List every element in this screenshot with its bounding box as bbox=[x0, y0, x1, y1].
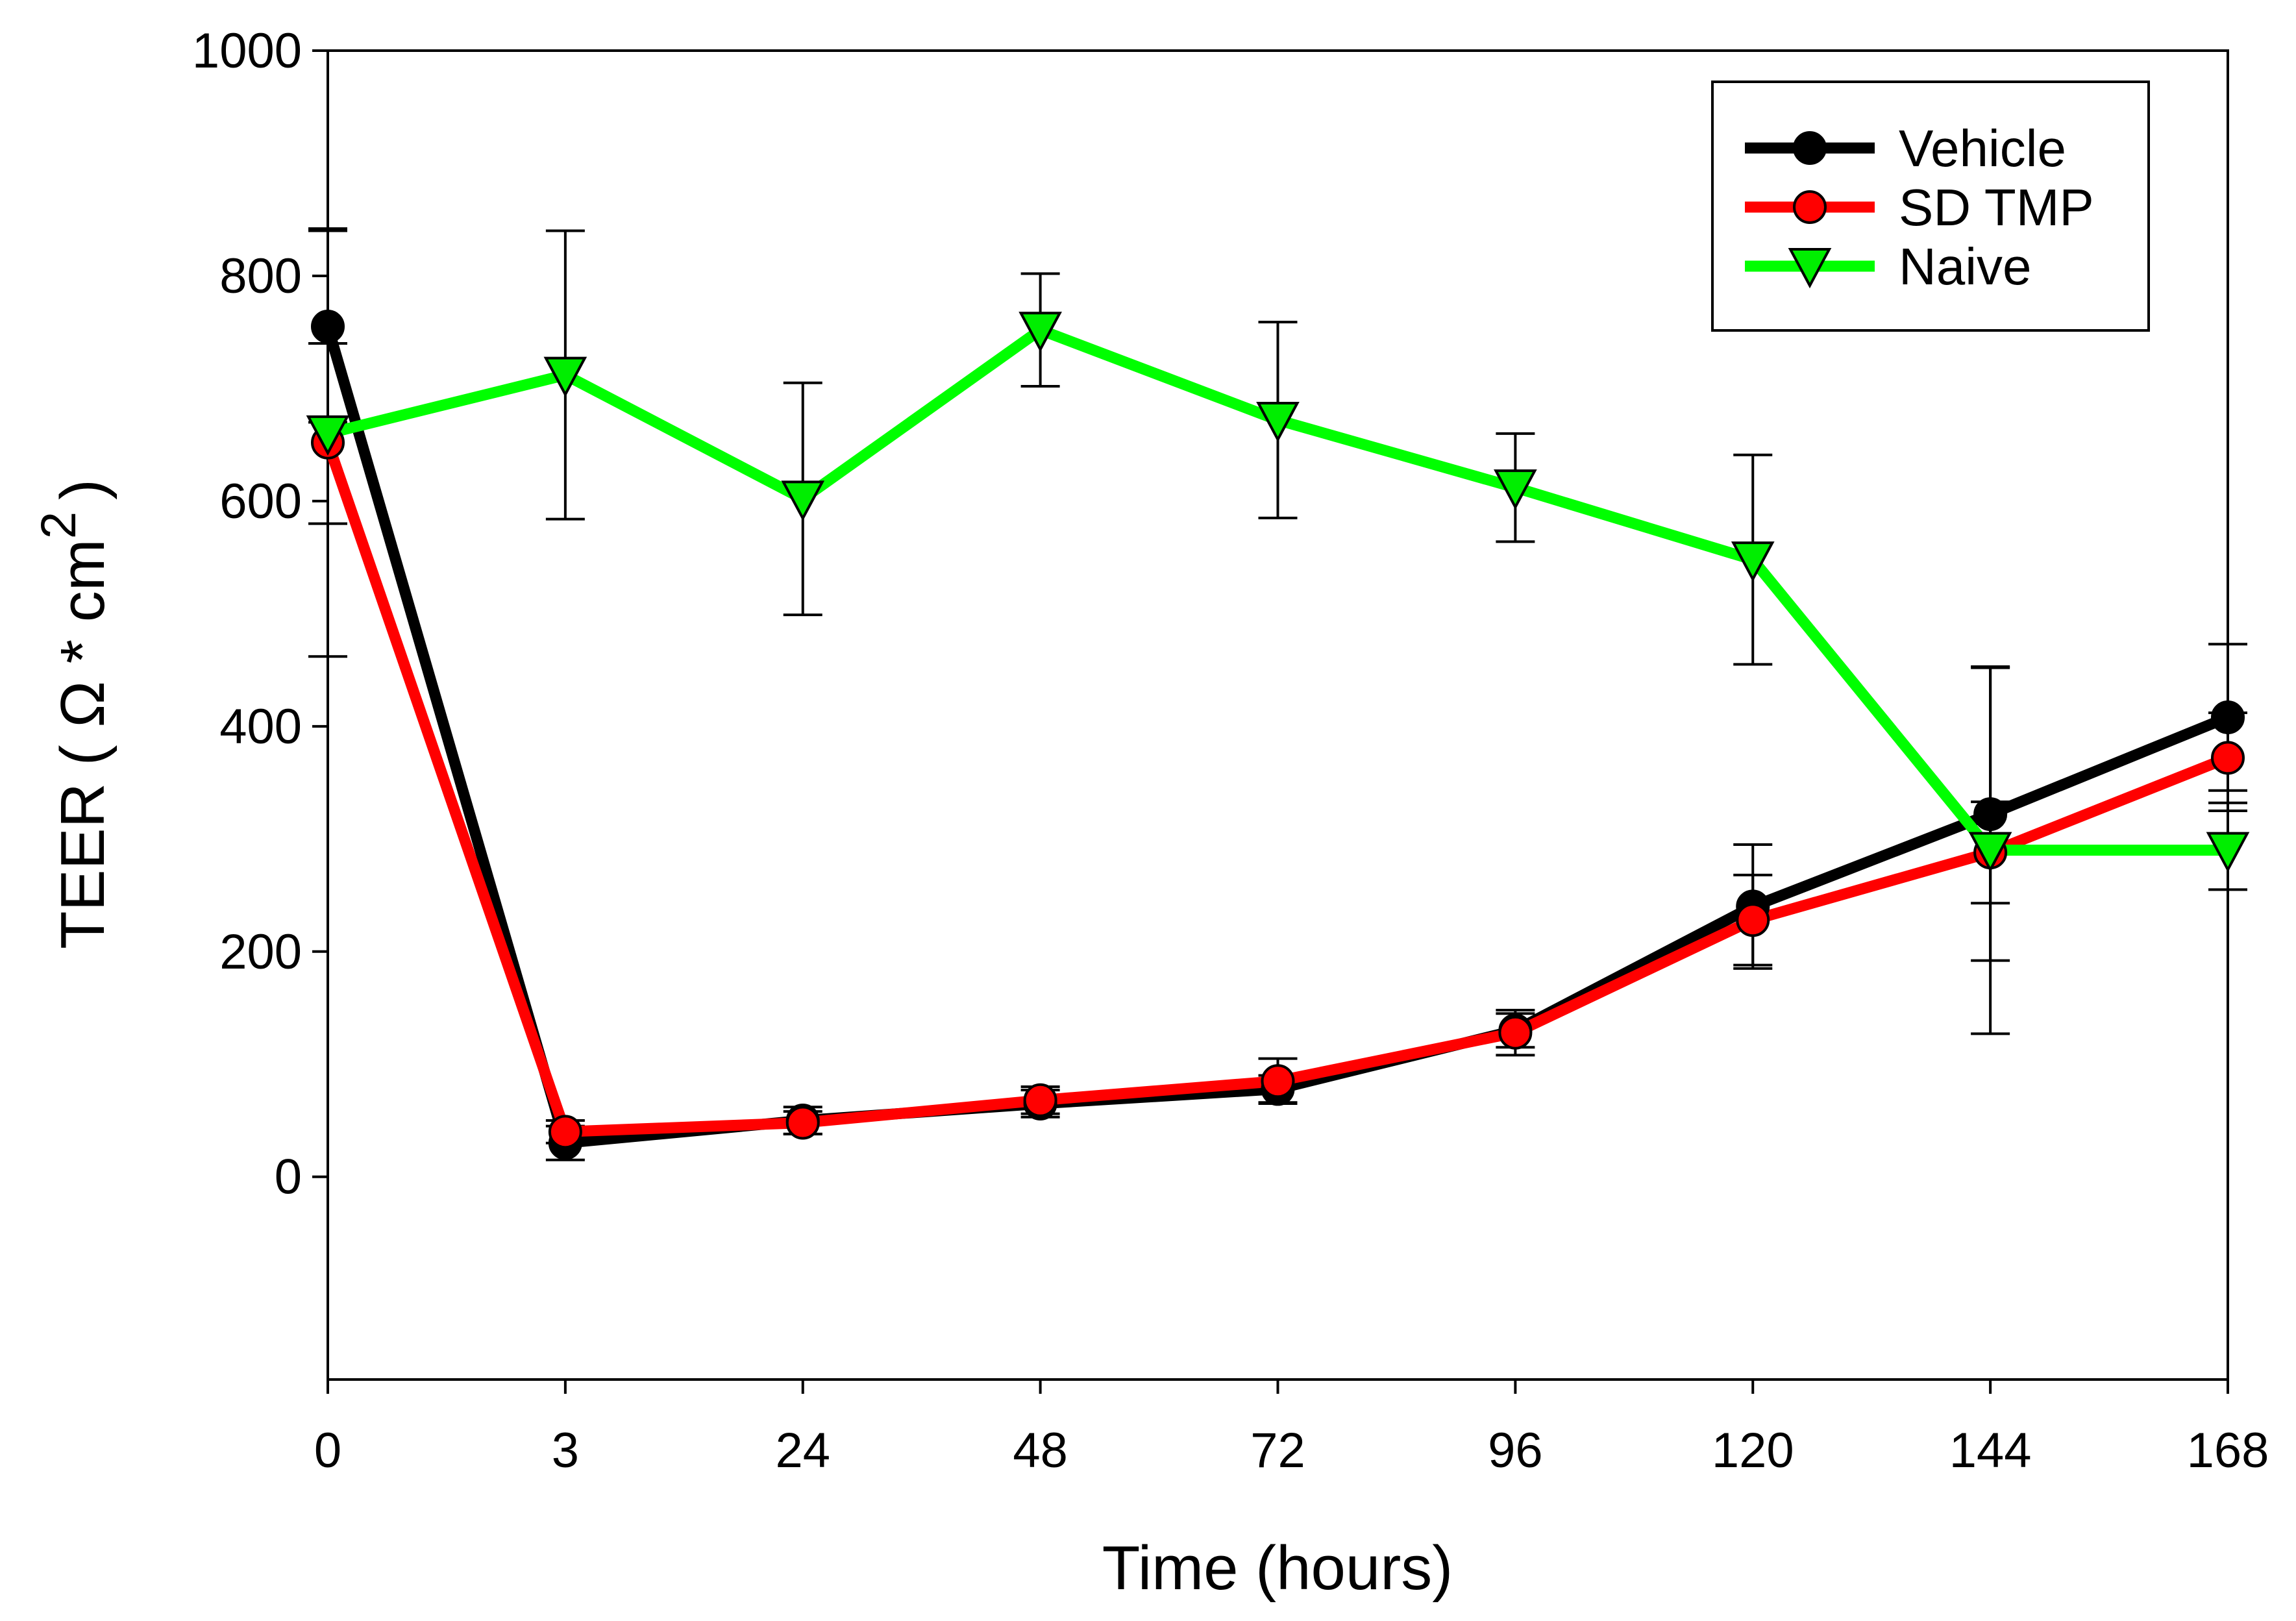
x-tick-label: 0 bbox=[314, 1423, 341, 1478]
data-point-naive bbox=[306, 415, 350, 456]
x-axis: 0 3 24 48 72 96 120 144 168 bbox=[314, 1380, 2269, 1478]
data-point-sd-tmp bbox=[785, 1106, 820, 1140]
data-point-vehicle bbox=[1973, 797, 2008, 832]
legend-label: Vehicle bbox=[1899, 119, 2066, 177]
data-point-naive bbox=[1018, 312, 1062, 353]
legend-marker bbox=[1793, 131, 1827, 165]
data-point-naive bbox=[1731, 541, 1775, 582]
x-tick-label: 24 bbox=[775, 1423, 830, 1478]
legend-marker bbox=[1793, 190, 1827, 224]
data-point-sd-tmp bbox=[1023, 1083, 1057, 1117]
data-point-naive bbox=[1968, 832, 2012, 872]
y-tick-label: 800 bbox=[219, 249, 302, 304]
x-tick-label: 168 bbox=[2187, 1423, 2269, 1478]
y-axis-title: TEER ( Ω * cm2) bbox=[31, 479, 117, 949]
svg-text:TEER ( Ω * cm2): TEER ( Ω * cm2) bbox=[31, 479, 117, 949]
data-point-naive bbox=[543, 356, 587, 397]
data-point-naive bbox=[2206, 832, 2250, 872]
y-tick-label: 1000 bbox=[192, 23, 302, 79]
x-tick-label: 120 bbox=[1712, 1423, 1794, 1478]
y-axis: 0 200 400 600 800 1000 bbox=[192, 23, 328, 1205]
data-point-sd-tmp bbox=[1498, 1015, 1533, 1050]
legend-label: Naive bbox=[1899, 238, 2032, 295]
x-tick-label: 3 bbox=[552, 1423, 579, 1478]
x-tick-label: 96 bbox=[1488, 1423, 1543, 1478]
data-point-sd-tmp bbox=[1261, 1064, 1295, 1098]
data-point-vehicle bbox=[311, 310, 345, 344]
data-point-naive bbox=[781, 480, 825, 521]
data-point-sd-tmp bbox=[1736, 903, 1770, 937]
y-tick-label: 0 bbox=[275, 1150, 302, 1205]
data-point-naive bbox=[1494, 469, 1537, 510]
y-tick-label: 600 bbox=[219, 474, 302, 529]
data-point-naive bbox=[1256, 401, 1300, 443]
y-axis-title-superscript: 2 bbox=[31, 512, 86, 539]
data-point-vehicle bbox=[2211, 700, 2245, 734]
error-bars bbox=[308, 227, 2247, 1161]
x-tick-label: 144 bbox=[1949, 1423, 2032, 1478]
x-tick-label: 72 bbox=[1250, 1423, 1305, 1478]
y-tick-label: 400 bbox=[219, 699, 302, 754]
y-axis-title-close: ) bbox=[48, 479, 117, 500]
data-point-sd-tmp bbox=[2211, 741, 2245, 775]
series-markers bbox=[306, 310, 2250, 1160]
y-axis-title-main: TEER ( Ω * cm bbox=[48, 539, 117, 949]
legend-label: SD TMP bbox=[1899, 179, 2094, 236]
legend-marker bbox=[1788, 248, 1832, 289]
x-tick-label: 48 bbox=[1013, 1423, 1068, 1478]
y-tick-label: 200 bbox=[219, 924, 302, 980]
x-axis-title: Time (hours) bbox=[1102, 1533, 1453, 1603]
data-point-sd-tmp bbox=[548, 1115, 582, 1149]
